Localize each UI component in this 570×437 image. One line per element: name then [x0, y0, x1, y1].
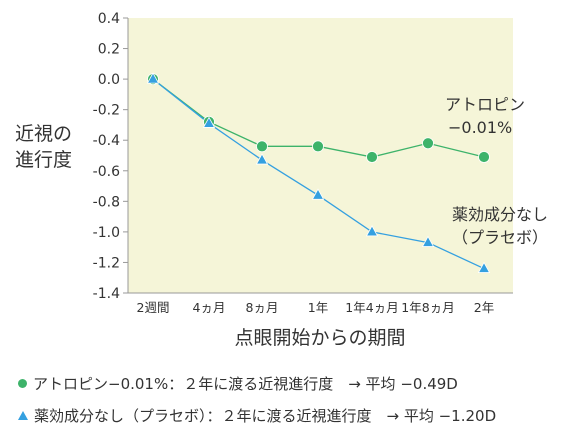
y-tick-label: -0.2 — [93, 103, 120, 119]
series-label-atropine-line-1: アトロピン — [445, 95, 525, 114]
data-point-placebo — [311, 188, 325, 200]
legend-item-atropine: アトロピン−0.01%：２年に渡る近視進行度 → 平均 −0.49D — [18, 373, 458, 394]
x-tick-label: 2年 — [474, 300, 494, 315]
y-ticks: 0.4 0.2 0.0 -0.2 -0.4 -0.6 -0.8 -1.0 -1.2 -1.4 — [93, 11, 128, 302]
data-point-atropine — [422, 137, 434, 150]
series-label-placebo-line-2: （プラセボ） — [452, 228, 548, 247]
y-tick-label: 0.0 — [98, 72, 120, 88]
series-label-placebo-line-1: 薬効成分なし — [452, 205, 548, 224]
y-tick-label: -0.6 — [93, 164, 120, 180]
x-tick-label: 4ヵ月 — [193, 300, 226, 315]
data-point-atropine — [366, 151, 378, 163]
plot-area — [128, 18, 513, 293]
data-point-placebo — [255, 153, 269, 165]
y-tick-label: -0.8 — [93, 194, 120, 210]
data-point-placebo — [477, 261, 491, 273]
y-tick-label: 0.4 — [98, 11, 120, 27]
x-tick-label: 1年 — [308, 300, 328, 315]
x-tick-label: 1年4ヵ月 — [345, 300, 398, 315]
data-point-atropine — [256, 140, 268, 153]
x-tick-label: 1年8ヵ月 — [401, 300, 454, 315]
x-axis-label: 点眼開始からの期間 — [234, 327, 405, 349]
y-tick-label: -0.4 — [93, 133, 120, 149]
y-tick-label: -1.0 — [93, 225, 120, 241]
y-axis-label-line-1: 近視の — [15, 123, 72, 145]
data-point-placebo — [146, 72, 160, 84]
triangle-marker-icon — [18, 411, 28, 420]
x-ticks: 2週間 4ヵ月 8ヵ月 1年 1年4ヵ月 1年8ヵ月 2年 — [137, 300, 495, 315]
data-point-atropine — [312, 140, 324, 153]
x-tick-label: 2週間 — [137, 300, 170, 315]
legend-text-atropine: アトロピン−0.01%：２年に渡る近視進行度 → 平均 −0.49D — [33, 375, 458, 393]
data-point-placebo — [421, 235, 435, 247]
data-point-placebo — [202, 116, 216, 128]
data-point-atropine — [478, 151, 490, 163]
legend-item-placebo: 薬効成分なし（プラセボ）：２年に渡る近視進行度 → 平均 −1.20D — [18, 405, 496, 426]
y-tick-label: -1.4 — [93, 286, 120, 302]
series-label-atropine-line-2: −0.01% — [448, 118, 512, 137]
y-axis-label-line-2: 進行度 — [15, 149, 72, 171]
legend-text-placebo: 薬効成分なし（プラセボ）：２年に渡る近視進行度 → 平均 −1.20D — [34, 407, 497, 425]
y-tick-label: 0.2 — [98, 42, 120, 58]
series-points — [146, 72, 491, 273]
data-point-placebo — [365, 225, 379, 237]
circle-marker-icon — [18, 379, 27, 388]
y-tick-label: -1.2 — [93, 255, 120, 271]
x-tick-label: 8ヵ月 — [246, 300, 279, 315]
